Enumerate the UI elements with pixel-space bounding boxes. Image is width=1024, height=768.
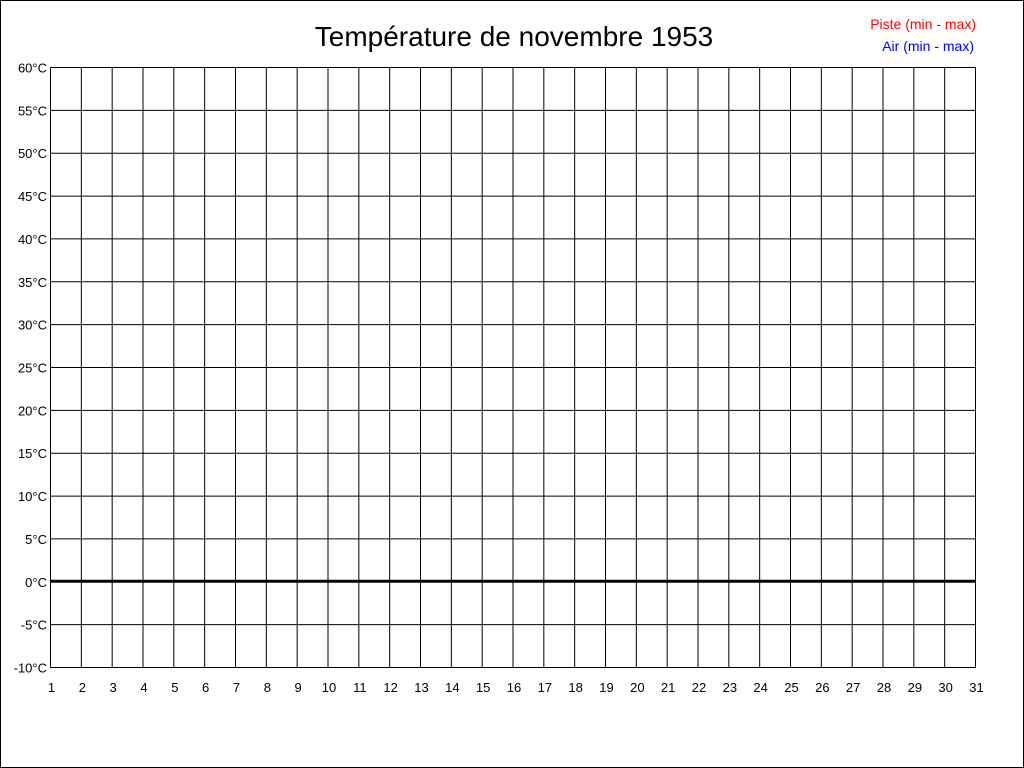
x-tick-label: 18 bbox=[568, 680, 582, 695]
chart-title: Température de novembre 1953 bbox=[315, 21, 713, 52]
y-tick-label: 55°C bbox=[18, 103, 47, 118]
x-tick-label: 7 bbox=[233, 680, 240, 695]
x-tick-label: 28 bbox=[877, 680, 891, 695]
y-tick-label: 40°C bbox=[18, 232, 47, 247]
x-tick-label: 17 bbox=[538, 680, 552, 695]
y-tick-label: -10°C bbox=[14, 661, 47, 676]
x-tick-label: 21 bbox=[661, 680, 675, 695]
x-tick-label: 16 bbox=[507, 680, 521, 695]
x-tick-label: 10 bbox=[322, 680, 336, 695]
x-tick-label: 2 bbox=[79, 680, 86, 695]
y-tick-label: 15°C bbox=[18, 446, 47, 461]
x-tick-label: 6 bbox=[202, 680, 209, 695]
y-tick-label: 20°C bbox=[18, 403, 47, 418]
x-tick-label: 26 bbox=[815, 680, 829, 695]
x-tick-label: 27 bbox=[846, 680, 860, 695]
y-tick-label: 0°C bbox=[25, 575, 47, 590]
x-tick-label: 19 bbox=[599, 680, 613, 695]
x-tick-label: 3 bbox=[110, 680, 117, 695]
x-tick-label: 31 bbox=[969, 680, 983, 695]
x-tick-label: 22 bbox=[692, 680, 706, 695]
x-axis-ticks: 1 2 3 4 5 6 7 8 9 10 11 12 13 14 15 16 17 18 19 20 21 22 23 24 2… bbox=[48, 680, 984, 695]
x-tick-label: 29 bbox=[908, 680, 922, 695]
x-tick-label: 5 bbox=[171, 680, 178, 695]
y-tick-label: 10°C bbox=[18, 489, 47, 504]
y-tick-label: 60°C bbox=[18, 61, 47, 76]
y-tick-label: 35°C bbox=[18, 275, 47, 290]
y-tick-label: 45°C bbox=[18, 189, 47, 204]
y-tick-label: 25°C bbox=[18, 361, 47, 376]
x-tick-label: 13 bbox=[414, 680, 428, 695]
y-tick-label: 30°C bbox=[18, 318, 47, 333]
grid bbox=[50, 67, 976, 668]
x-tick-label: 4 bbox=[140, 680, 147, 695]
x-tick-label: 23 bbox=[723, 680, 737, 695]
y-tick-label: -5°C bbox=[21, 618, 47, 633]
x-tick-label: 30 bbox=[938, 680, 952, 695]
y-axis-ticks: 60°C 55°C 50°C 45°C 40°C 35°C 30°C 25°C 20°C 15°C… bbox=[14, 61, 47, 676]
x-tick-label: 25 bbox=[784, 680, 798, 695]
x-tick-label: 24 bbox=[753, 680, 767, 695]
x-tick-label: 1 bbox=[48, 680, 55, 695]
x-tick-label: 9 bbox=[295, 680, 302, 695]
y-tick-label: 5°C bbox=[25, 532, 47, 547]
x-tick-label: 20 bbox=[630, 680, 644, 695]
legend-piste: Piste (min - max) bbox=[870, 16, 976, 32]
legend-air: Air (min - max) bbox=[882, 38, 974, 54]
x-tick-label: 12 bbox=[383, 680, 397, 695]
x-tick-label: 8 bbox=[264, 680, 271, 695]
x-tick-label: 15 bbox=[476, 680, 490, 695]
x-tick-label: 11 bbox=[353, 680, 367, 695]
y-tick-label: 50°C bbox=[18, 146, 47, 161]
x-tick-label: 14 bbox=[445, 680, 459, 695]
